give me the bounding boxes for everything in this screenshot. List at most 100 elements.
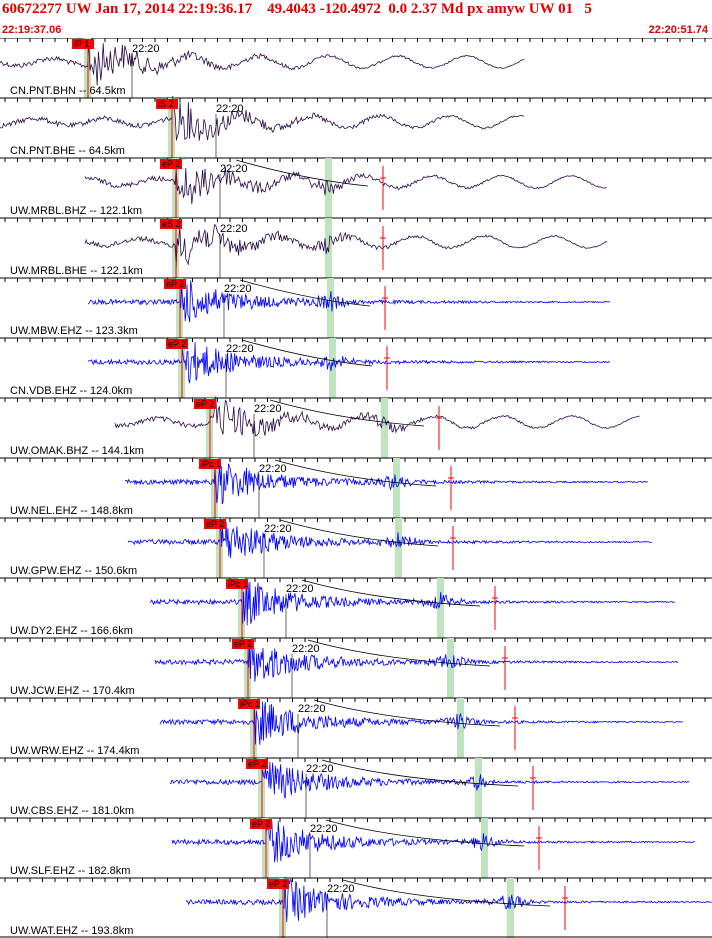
pick-label: eP 2	[248, 759, 266, 769]
station-label: UW.MRBL.BHZ -- 122.1km	[10, 205, 142, 217]
minute-label: 22:20	[259, 463, 287, 475]
coda-curve	[301, 579, 481, 607]
s-window	[325, 218, 332, 278]
station-label: UW.MBW.EHZ -- 123.3km	[10, 325, 138, 337]
coda-curve	[307, 639, 491, 667]
waveform-trace	[0, 42, 525, 86]
event-title: 60672277 UW Jan 17, 2014 22:19:36.17 49.…	[2, 1, 592, 17]
s-window	[457, 698, 464, 758]
station-label: UW.OMAK.BHZ -- 144.1km	[10, 445, 144, 457]
pick-label: eP 2	[206, 519, 224, 529]
pick-box	[246, 759, 268, 769]
waveform-trace	[87, 280, 611, 323]
pick-label: iPc 1	[228, 579, 248, 589]
pick-label: eS 2	[162, 219, 181, 229]
waveform-trace	[0, 95, 525, 141]
station-label: UW.DY2.EHZ -- 166.6km	[10, 625, 133, 637]
station-label: UW.JCW.EHZ -- 170.4km	[10, 685, 135, 697]
pick-box	[226, 579, 248, 589]
pick-label: eP 2	[269, 879, 287, 889]
minute-label: 22:20	[286, 583, 314, 595]
coda-curve	[269, 399, 425, 427]
pick-label: eP 2	[234, 639, 252, 649]
end-time: 22:20:51.74	[648, 24, 708, 36]
station-label: UW.NEL.EHZ -- 148.8km	[10, 505, 133, 517]
pick-box	[199, 459, 221, 469]
header: 60672277 UW Jan 17, 2014 22:19:36.17 49.…	[0, 0, 712, 38]
waveform-trace	[124, 463, 648, 505]
pick-box	[160, 159, 182, 169]
station-label: UW.WAT.EHZ -- 193.8km	[10, 925, 133, 937]
pick-box	[160, 219, 182, 229]
pick-box	[164, 279, 186, 289]
pick-label: eP 2	[252, 819, 270, 829]
waveform-trace	[84, 223, 608, 269]
coda-curve	[321, 759, 519, 787]
station-label: UW.WRW.EHZ -- 174.4km	[10, 745, 139, 757]
s-window	[481, 818, 488, 878]
coda-curve	[241, 339, 373, 367]
station-label: CN.PNT.BHN -- 64.5km	[10, 85, 126, 97]
s-window	[381, 398, 388, 458]
minute-label: 22:20	[220, 223, 248, 235]
pick-label: iS 2	[158, 99, 174, 109]
minute-label: 22:20	[292, 643, 320, 655]
coda-curve	[342, 879, 551, 907]
waveform-trace	[84, 166, 608, 205]
pick-box	[232, 639, 254, 649]
waveform-trace	[171, 818, 695, 863]
pick-box	[204, 519, 226, 529]
pick-box	[250, 819, 272, 829]
minute-label: 22:20	[310, 823, 338, 835]
pick-label: eP 2	[168, 339, 186, 349]
minute-label: 22:20	[132, 43, 160, 55]
pick-box	[166, 339, 188, 349]
coda-curve	[239, 279, 371, 307]
coda-curve	[325, 819, 525, 847]
minute-label: 22:20	[298, 703, 326, 715]
minute-label: 22:20	[224, 283, 252, 295]
s-window	[327, 278, 334, 338]
s-window	[507, 878, 514, 938]
pick-label: iP 1	[74, 39, 89, 49]
waveform-trace	[149, 578, 675, 626]
s-window	[447, 638, 454, 698]
minute-label: 22:20	[264, 523, 292, 535]
minute-label: 22:20	[306, 763, 334, 775]
s-window	[475, 758, 482, 818]
coda-curve	[279, 519, 439, 547]
s-window	[329, 338, 336, 398]
station-label: UW.CBS.EHZ -- 181.0km	[10, 805, 134, 817]
waveform-trace	[114, 396, 640, 437]
pick-box	[267, 879, 289, 889]
pick-box	[72, 39, 94, 49]
pick-label: iPc 1	[240, 699, 260, 709]
waveform-trace	[154, 639, 679, 682]
minute-label: 22:20	[327, 883, 355, 895]
waveform-trace	[87, 342, 611, 384]
station-label: CN.VDB.EHZ -- 124.0km	[10, 385, 132, 397]
coda-curve	[274, 459, 437, 487]
pick-box	[156, 99, 178, 109]
station-label: UW.SLF.EHZ -- 182.8km	[10, 865, 130, 877]
s-window	[395, 518, 402, 578]
station-label: UW.MRBL.BHE -- 122.1km	[10, 265, 143, 277]
minute-label: 22:20	[220, 163, 248, 175]
s-window	[393, 458, 400, 518]
pick-box	[238, 699, 260, 709]
pick-label: eP 2	[162, 159, 180, 169]
pick-label: eP 2	[196, 399, 214, 409]
start-time: 22:19:37.06	[2, 24, 62, 36]
minute-label: 22:20	[226, 343, 254, 355]
coda-curve	[313, 699, 501, 727]
minute-label: 22:20	[254, 403, 282, 415]
waveform-trace	[127, 517, 652, 559]
s-window	[437, 578, 444, 638]
waveform-trace	[159, 701, 683, 745]
pick-box	[194, 399, 216, 409]
pick-label: iPc 1	[201, 459, 221, 469]
station-label: CN.PNT.BHE -- 64.5km	[10, 145, 125, 157]
station-label: UW.GPW.EHZ -- 150.6km	[10, 565, 137, 577]
seismogram-panel[interactable]: iP 1 22:20 CN.PNT.BHN -- 64.5km iS 2 22:20 CN…	[0, 38, 712, 938]
pick-label: eP 2	[166, 279, 184, 289]
